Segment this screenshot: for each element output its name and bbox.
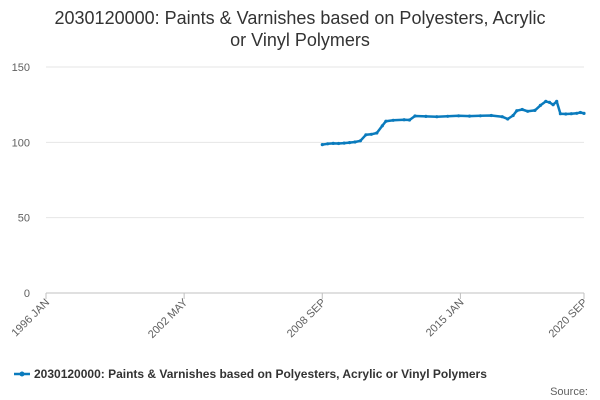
data-point[interactable]: [555, 99, 559, 103]
data-point[interactable]: [342, 141, 346, 145]
legend[interactable]: 2030120000: Paints & Varnishes based on …: [14, 367, 487, 381]
credit-text: Source:: [550, 386, 588, 398]
data-point[interactable]: [364, 133, 368, 137]
data-point[interactable]: [478, 114, 482, 118]
data-point[interactable]: [391, 118, 395, 122]
data-point[interactable]: [558, 112, 563, 116]
data-point[interactable]: [407, 118, 412, 122]
data-point[interactable]: [511, 113, 515, 118]
data-point[interactable]: [533, 108, 537, 112]
data-point[interactable]: [500, 115, 504, 119]
chart-title-line: or Vinyl Polymers: [230, 30, 370, 50]
data-point[interactable]: [575, 111, 579, 115]
x-tick-label: 2020 SEP: [547, 297, 591, 341]
data-point[interactable]: [551, 103, 555, 107]
data-point[interactable]: [506, 117, 510, 121]
data-point[interactable]: [337, 141, 341, 146]
data-point[interactable]: [569, 112, 573, 116]
data-point[interactable]: [320, 143, 324, 147]
data-point[interactable]: [413, 114, 417, 118]
data-point[interactable]: [326, 142, 330, 146]
y-tick-label: 0: [24, 288, 30, 300]
series-line[interactable]: [322, 100, 585, 146]
data-point[interactable]: [544, 99, 548, 103]
data-point[interactable]: [384, 119, 388, 123]
data-point[interactable]: [538, 103, 543, 107]
data-point[interactable]: [402, 118, 406, 122]
y-tick-label: 50: [18, 213, 30, 225]
series-area: [320, 99, 586, 147]
data-point[interactable]: [489, 113, 493, 118]
y-tick-label: 150: [12, 62, 30, 74]
chart-title: 2030120000: Paints & Varnishes based on …: [55, 8, 546, 50]
data-point[interactable]: [424, 114, 428, 118]
data-point[interactable]: [353, 140, 357, 144]
data-point[interactable]: [582, 111, 586, 115]
data-point[interactable]: [547, 100, 552, 104]
data-point[interactable]: [457, 114, 461, 118]
x-tick-label: 1996 JAN: [9, 297, 52, 340]
x-axis: 1996 JAN 2002 MAY 2008 SEP 2015 JAN 2020 SEP: [9, 293, 590, 341]
data-point[interactable]: [578, 110, 583, 115]
data-point[interactable]: [380, 124, 384, 128]
legend-marker: [19, 371, 25, 377]
data-point[interactable]: [564, 112, 568, 116]
y-axis: 0 50 100 150: [12, 62, 30, 300]
data-point[interactable]: [520, 107, 524, 112]
data-point[interactable]: [375, 131, 379, 135]
data-point[interactable]: [526, 109, 530, 113]
x-tick-label: 2008 SEP: [285, 297, 329, 341]
data-point[interactable]: [515, 109, 519, 113]
data-point[interactable]: [435, 115, 439, 119]
data-point[interactable]: [347, 141, 352, 145]
legend-item-label[interactable]: 2030120000: Paints & Varnishes based on …: [34, 367, 487, 381]
data-point[interactable]: [369, 132, 373, 136]
data-point[interactable]: [331, 141, 335, 145]
x-tick-label: 2015 JAN: [424, 297, 467, 340]
x-tick-label: 2002 MAY: [146, 296, 191, 341]
chart-title-line: 2030120000: Paints & Varnishes based on …: [55, 8, 546, 28]
data-point[interactable]: [358, 139, 362, 143]
y-tick-label: 100: [12, 137, 30, 149]
data-point[interactable]: [446, 114, 450, 118]
data-point[interactable]: [467, 114, 472, 118]
grid-lines: [46, 66, 584, 294]
